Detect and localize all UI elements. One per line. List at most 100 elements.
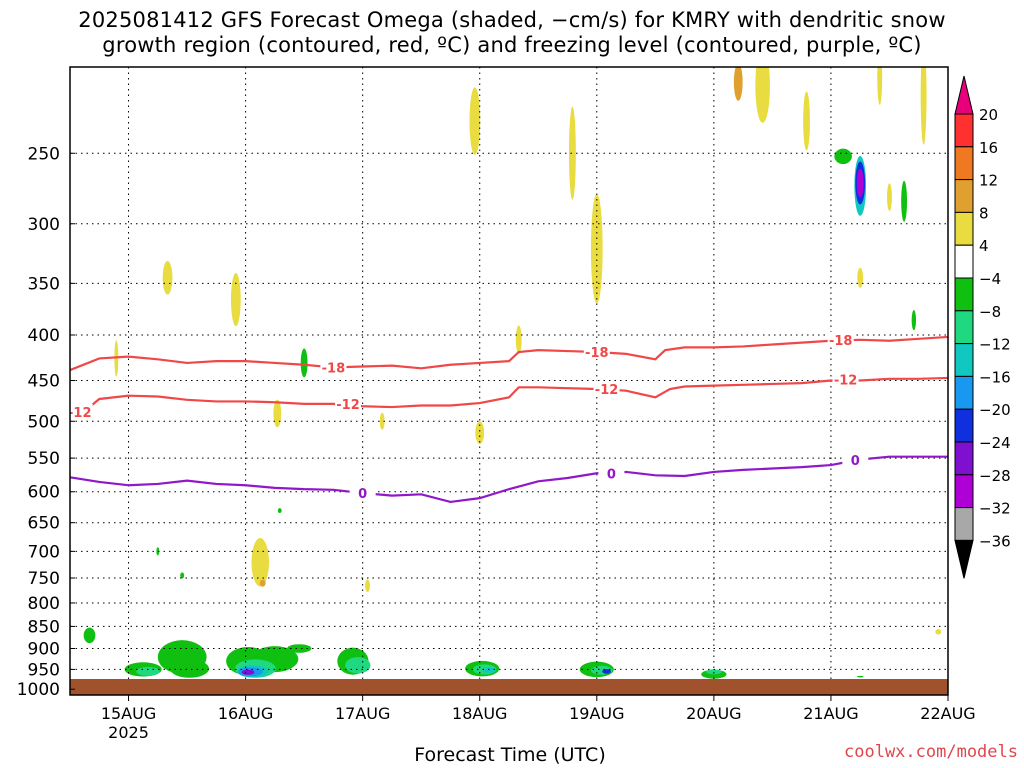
omega-blob	[277, 508, 282, 514]
x-year-label: 2025	[108, 723, 149, 742]
omega-blob	[482, 667, 497, 673]
colorbar-segment	[954, 474, 974, 509]
x-axis-title: Forecast Time (UTC)	[414, 744, 606, 766]
contours: -18 -18 -18 -12 -12 -12 -12 0 0 0	[68, 331, 948, 504]
colorbar-segment	[954, 408, 974, 443]
omega-blob	[834, 148, 852, 165]
y-tick-label: 250	[28, 144, 60, 164]
colorbar-segment	[954, 441, 974, 476]
contour-label-bg	[598, 465, 625, 481]
x-tick-label: 16AUG	[218, 704, 273, 723]
omega-blob	[180, 572, 185, 579]
omega-blob	[365, 579, 370, 592]
y-tick-label: 750	[28, 569, 60, 589]
contour-label-bg	[842, 452, 869, 468]
contour-label-bg	[583, 344, 610, 360]
colorbar-segment	[954, 146, 974, 181]
colorbar-top-arrow	[954, 75, 974, 115]
colorbar-label: −32	[979, 500, 1011, 518]
omega-blob	[706, 669, 722, 675]
omega-blob	[935, 629, 942, 635]
grid	[70, 67, 949, 695]
omega-blob	[251, 538, 270, 587]
contour-line	[70, 335, 948, 372]
x-tick-label: 18AUG	[452, 704, 507, 723]
contour-label-bg	[832, 371, 859, 387]
omega-blob	[136, 666, 160, 676]
colorbar-segment	[954, 310, 974, 345]
omega-blob	[920, 67, 927, 145]
omega-blob	[259, 579, 266, 587]
y-axis: 250 300 350 400 450 500 550 600 650 700 750 800 850 9…	[17, 144, 75, 700]
contour-label: -18	[829, 334, 853, 349]
omega-blob	[568, 106, 576, 200]
colorbar-label: 20	[979, 106, 998, 124]
contour-label-bg	[349, 485, 376, 501]
omega-blob	[83, 627, 96, 644]
y-tick-label: 400	[28, 326, 60, 346]
omega-blob	[856, 168, 864, 198]
omega-blob	[803, 91, 810, 151]
y-tick-label: 450	[28, 372, 60, 392]
y-tick-label: 800	[28, 594, 60, 614]
colorbar-segment	[954, 244, 974, 279]
omega-blob	[156, 547, 160, 556]
colorbar-segment	[954, 507, 974, 541]
contour-label: 0	[607, 467, 616, 482]
contour-label: -12	[595, 383, 619, 398]
y-tick-label: 300	[28, 215, 60, 235]
contour-label: -12	[68, 406, 92, 421]
colorbar-bottom-arrow	[954, 539, 974, 579]
colorbar-label: −8	[979, 303, 1001, 321]
y-tick-label: 900	[28, 640, 60, 660]
omega-blob	[475, 421, 485, 444]
credit-text: coolwx.com/models	[844, 742, 1018, 762]
y-tick-label: 350	[28, 274, 60, 294]
colorbar-label: −24	[979, 434, 1011, 452]
contour-label-bg	[320, 359, 347, 375]
colorbar-label: 12	[979, 172, 998, 190]
colorbar-label: −36	[979, 532, 1011, 550]
y-tick-label: 700	[28, 542, 60, 562]
omega-blob	[169, 659, 210, 678]
omega-blob	[273, 399, 282, 428]
omega-blob	[877, 67, 883, 105]
x-axis: 15AUG 16AUG 17AUG 18AUG 19AUG 20AUG 21AUG 22AUG…	[101, 695, 976, 742]
contour-line	[70, 376, 948, 413]
omega-blob	[300, 348, 308, 378]
contour-label: -18	[585, 346, 609, 361]
omega-blob	[345, 657, 371, 674]
colorbar-segment	[954, 277, 974, 312]
omega-blob	[287, 644, 312, 653]
colorbar-segment	[954, 179, 974, 213]
colorbar-label: −4	[979, 270, 1001, 288]
contour-label-bg	[827, 331, 854, 347]
colorbar-label: 8	[979, 204, 989, 222]
colorbar-segment	[954, 375, 974, 410]
colorbar-segment	[954, 211, 974, 246]
x-tick-label: 17AUG	[335, 704, 390, 723]
omega-blob	[887, 183, 892, 211]
contour-line	[70, 455, 948, 504]
y-tick-label: 1000	[17, 680, 60, 700]
x-tick-label: 19AUG	[569, 704, 624, 723]
y-tick-label: 500	[28, 412, 60, 432]
x-tick-label: 21AUG	[803, 704, 858, 723]
omega-blob	[755, 67, 770, 123]
contour-label: -12	[336, 398, 360, 413]
colorbar-label: −28	[979, 467, 1011, 485]
y-tick-label: 850	[28, 617, 60, 637]
omega-blob	[162, 260, 173, 295]
omega-blob	[857, 267, 864, 288]
omega-blob	[911, 310, 917, 331]
y-tick-label: 550	[28, 449, 60, 469]
x-tick-label: 15AUG	[101, 704, 156, 723]
colorbar-label: −16	[979, 368, 1011, 386]
omega-blob	[856, 675, 864, 678]
y-tick-label: 600	[28, 483, 60, 503]
omega-blob	[901, 180, 908, 222]
contour-label-bg	[70, 403, 93, 419]
omega-blob	[230, 273, 241, 327]
contour-label-bg	[335, 395, 362, 411]
colorbar-label: 16	[979, 139, 998, 157]
